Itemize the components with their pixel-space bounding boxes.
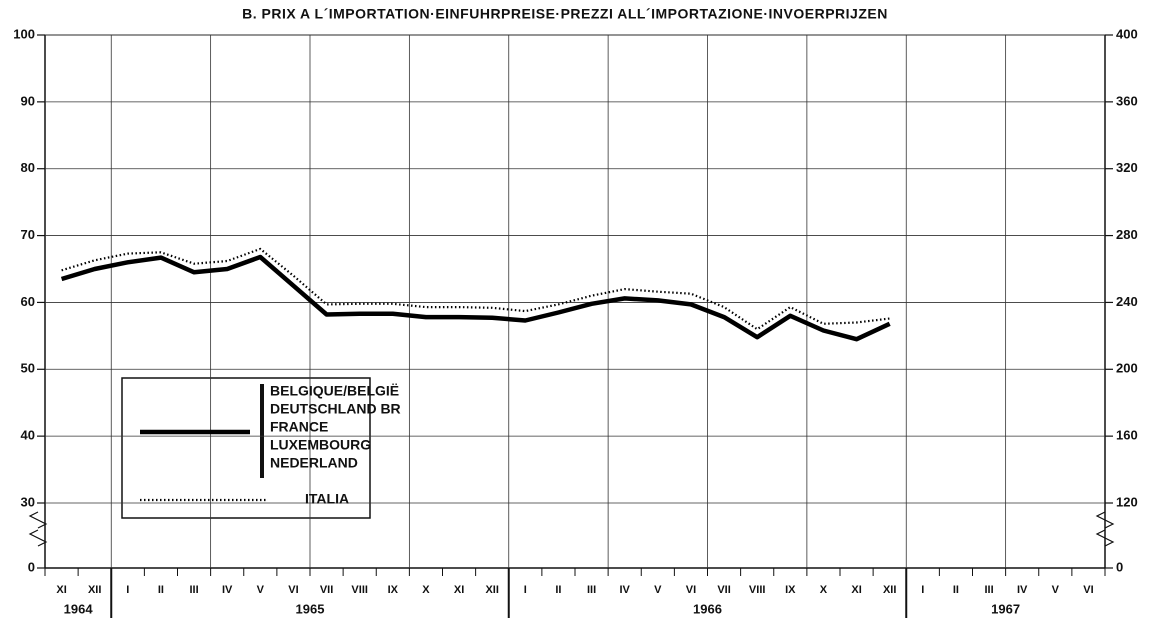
- x-tick-label: XI: [56, 584, 66, 596]
- y2-tick-label: 240: [1116, 294, 1138, 309]
- y-tick-label: 100: [13, 26, 35, 41]
- chart-title: B. PRIX A L´IMPORTATION·EINFUHRPREISE·PR…: [242, 6, 888, 22]
- x-tick-label: IV: [1017, 584, 1028, 596]
- y2-tick-label: 200: [1116, 361, 1138, 376]
- x-tick-label: XII: [88, 584, 101, 596]
- x-tick-label: IX: [785, 584, 796, 596]
- y-tick-label: 0: [28, 559, 35, 574]
- y2-tick-label: 280: [1116, 227, 1138, 242]
- y-tick-label: 70: [21, 227, 35, 242]
- year-label: 1967: [991, 601, 1020, 616]
- year-label: 1965: [296, 601, 325, 616]
- x-tick-label: V: [654, 584, 662, 596]
- x-tick-label: V: [257, 584, 265, 596]
- x-tick-label: XI: [851, 584, 861, 596]
- y-tick-label: 40: [21, 428, 35, 443]
- x-tick-label: VII: [717, 584, 730, 596]
- y2-tick-label: 320: [1116, 160, 1138, 175]
- series-line: [61, 247, 890, 331]
- axis-break: [28, 511, 48, 547]
- x-tick-label: VI: [686, 584, 696, 596]
- x-tick-label: IV: [222, 584, 233, 596]
- x-tick-label: XI: [454, 584, 464, 596]
- x-tick-label: X: [820, 584, 828, 596]
- y2-tick-label: 0: [1116, 559, 1123, 574]
- y-tick-label: 50: [21, 361, 35, 376]
- year-label: 1966: [693, 601, 722, 616]
- y-tick-label: 90: [21, 93, 35, 108]
- x-tick-label: X: [422, 584, 430, 596]
- x-tick-label: VI: [1083, 584, 1093, 596]
- x-tick-label: II: [158, 584, 164, 596]
- y2-tick-label: 360: [1116, 93, 1138, 108]
- x-tick-label: VI: [288, 584, 298, 596]
- legend-box: [121, 377, 371, 519]
- x-tick-label: VIII: [351, 584, 368, 596]
- y-tick-label: 80: [21, 160, 35, 175]
- x-tick-label: VII: [320, 584, 333, 596]
- x-tick-label: XII: [485, 584, 498, 596]
- x-tick-label: I: [921, 584, 924, 596]
- x-tick-label: IX: [388, 584, 399, 596]
- y-tick-label: 30: [21, 494, 35, 509]
- x-tick-label: I: [524, 584, 527, 596]
- x-tick-label: V: [1052, 584, 1060, 596]
- y-tick-label: 60: [21, 294, 35, 309]
- x-tick-label: VIII: [749, 584, 766, 596]
- x-tick-label: I: [126, 584, 129, 596]
- y2-tick-label: 400: [1116, 26, 1138, 41]
- y2-tick-label: 120: [1116, 494, 1138, 509]
- x-tick-label: III: [984, 584, 993, 596]
- legend-label: DEUTSCHLAND BR: [270, 401, 401, 417]
- x-tick-label: II: [555, 584, 561, 596]
- x-tick-label: III: [587, 584, 596, 596]
- x-tick-label: XII: [883, 584, 896, 596]
- x-tick-label: IV: [619, 584, 630, 596]
- x-tick-label: III: [189, 584, 198, 596]
- year-label: 1964: [64, 601, 94, 616]
- x-tick-label: II: [953, 584, 959, 596]
- legend-label: ITALIA: [305, 491, 349, 507]
- y2-tick-label: 160: [1116, 428, 1138, 443]
- legend-label: NEDERLAND: [270, 455, 358, 471]
- series-line: [60, 254, 891, 342]
- legend-label: LUXEMBOURG: [270, 437, 371, 453]
- legend-label: BELGIQUE/BELGIË: [270, 383, 399, 399]
- legend-label: FRANCE: [270, 419, 328, 435]
